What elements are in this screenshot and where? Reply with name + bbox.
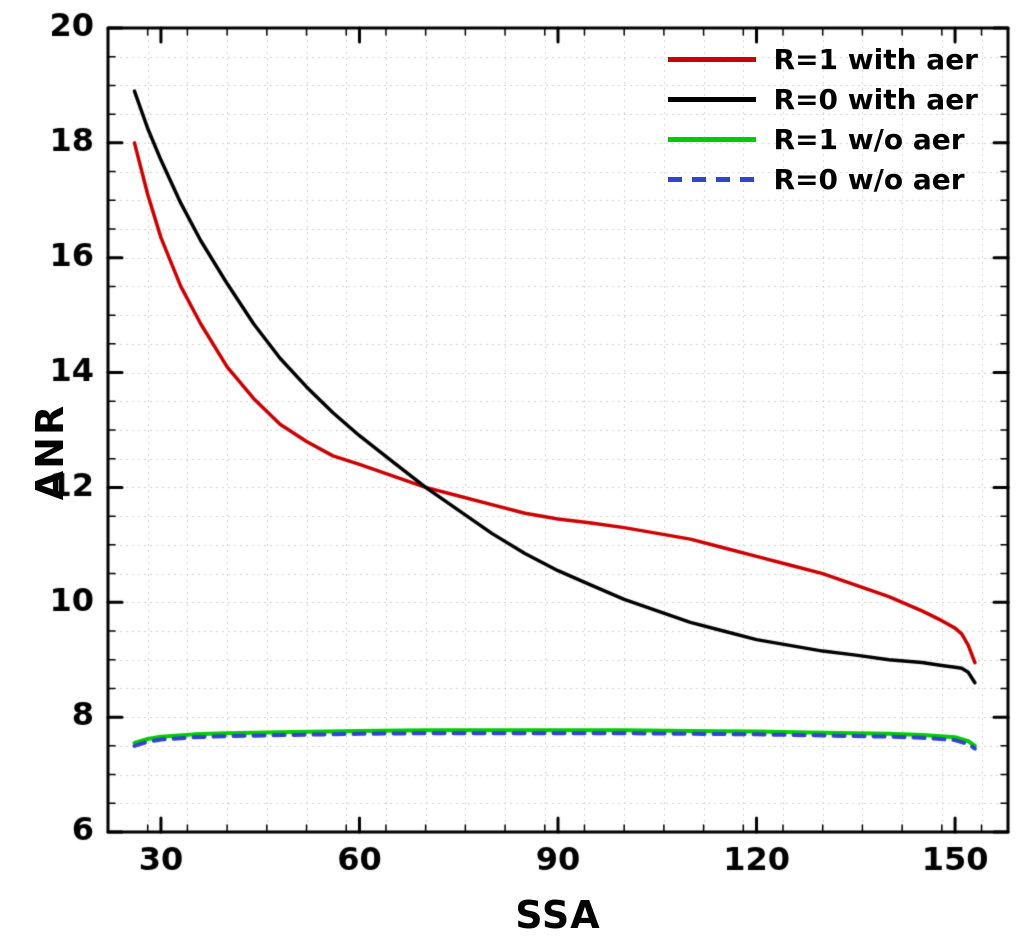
legend-line-r1-wo-aer-icon [667, 136, 756, 142]
legend-item: R=1 with aer [667, 42, 978, 76]
legend-label: R=0 with aer [773, 82, 978, 116]
legend-label: R=1 with aer [773, 42, 978, 76]
x-axis-title: SSA [515, 893, 601, 937]
legend-item: R=1 w/o aer [667, 122, 978, 156]
legend: R=1 with aer R=0 with aer R=1 w/o aer R=… [667, 42, 978, 196]
legend-line-r0-with-aer-icon [667, 96, 756, 102]
legend-line-r0-wo-aer-icon [667, 176, 756, 182]
legend-label: R=0 w/o aer [773, 162, 965, 196]
legend-label: R=1 w/o aer [773, 122, 965, 156]
legend-line-r1-with-aer-icon [667, 56, 756, 62]
legend-item: R=0 w/o aer [667, 162, 978, 196]
y-axis-title: ANR [28, 403, 72, 501]
legend-item: R=0 with aer [667, 82, 978, 116]
